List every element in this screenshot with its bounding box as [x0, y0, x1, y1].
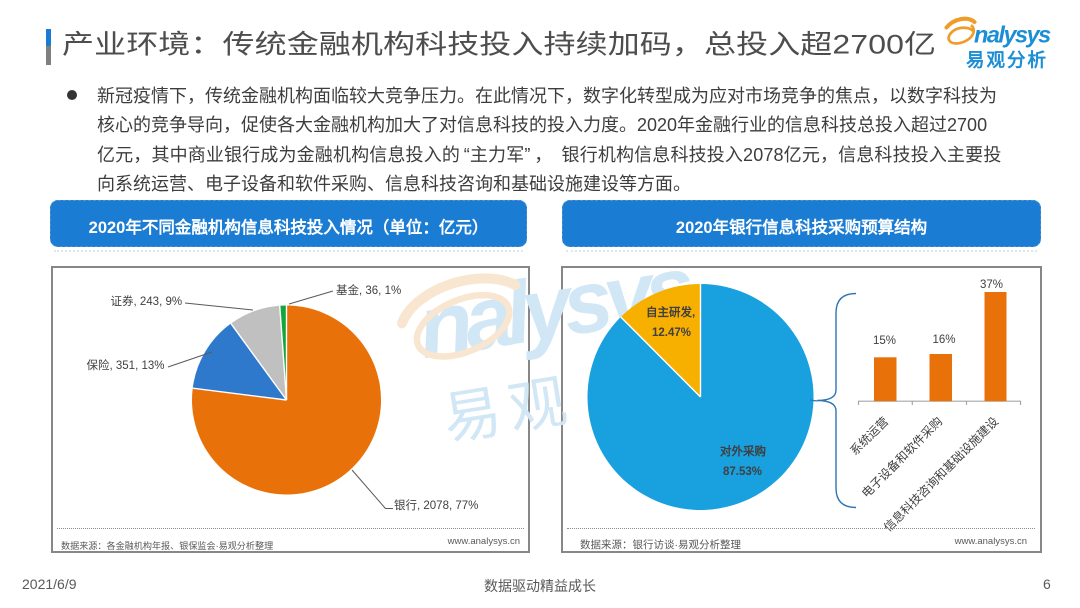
svg-text:易观分析: 易观分析: [966, 50, 1048, 71]
svg-text:nalysys: nalysys: [974, 22, 1051, 48]
